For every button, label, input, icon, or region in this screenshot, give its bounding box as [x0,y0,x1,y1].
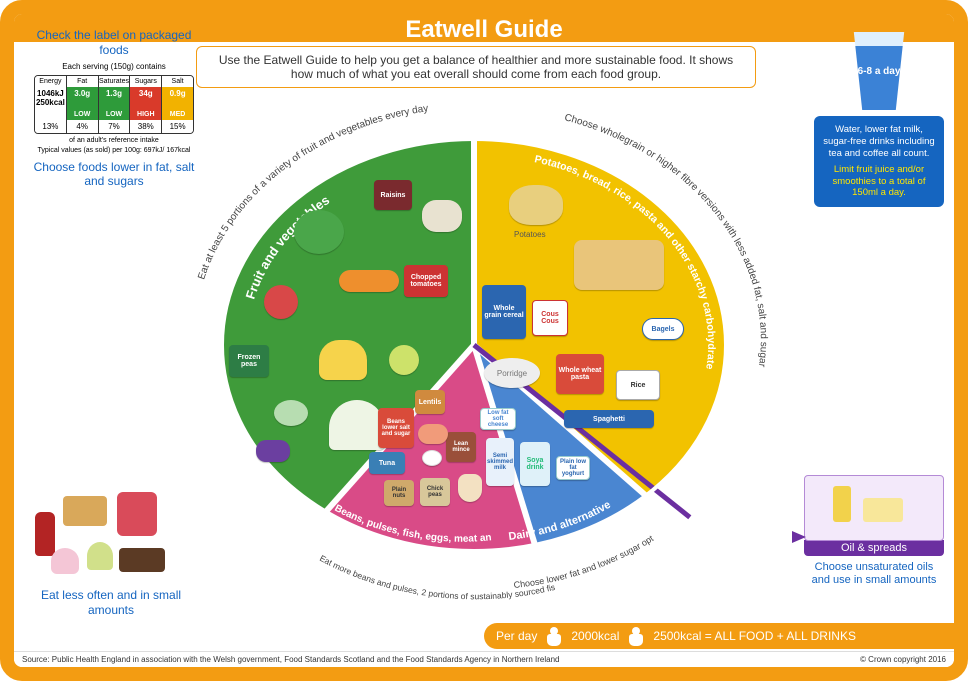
oils-label: Oil & spreads [804,540,944,556]
food-chicken [458,474,482,502]
treat-crisps-icon [117,492,157,536]
subtitle: Use the Eatwell Guide to help you get a … [196,46,756,88]
eatwell-guide-page: Eatwell Guide Use the Eatwell Guide to h… [0,0,968,681]
food-milk: Semi skimmed milk [486,438,514,486]
footer-source: Source: Public Health England in associa… [22,655,560,664]
oils-arrow-icon [792,531,806,543]
water-text: Water, lower fat milk, sugar-free drinks… [822,124,936,160]
food-bananas [319,340,367,380]
food-bread [574,240,664,290]
food-grapes [256,440,290,462]
food-soya: Soya drink [520,442,550,486]
food-wholewheat-pasta: Whole wheat pasta [556,354,604,394]
treat-sauce-icon [35,512,55,556]
oils-area: Oil & spreads Choose unsaturated oils an… [804,475,944,587]
food-apple [389,345,419,375]
food-tuna: Tuna [369,452,405,474]
food-tomato [264,285,298,319]
food-salmon [418,424,448,444]
oils-msg: Choose unsaturated oils and use in small… [804,561,944,587]
treat-icons [31,482,191,582]
food-soft-cheese: Low fat soft cheese [480,408,516,430]
oils-box [804,475,944,541]
food-chopped-tomatoes: Chopped tomatoes [404,265,448,297]
kcal-perday: Per day [496,629,537,643]
water-box: Water, lower fat milk, sugar-free drinks… [814,116,944,207]
food-cabbage [294,210,344,254]
food-porridge: Porridge [484,358,540,388]
food-potatoes-label: Potatoes [512,228,548,241]
treat-icecream-icon [51,548,79,574]
treat-biscuits-icon [63,496,107,526]
food-leeks [329,400,385,450]
nutrition-columns: Energy Fat Saturates Sugars Salt [35,76,193,87]
kcal-band: Per day 2000kcal 2500kcal = ALL FOOD + A… [484,623,954,649]
food-wholegrain-cereal: Whole grain cereal [482,285,526,339]
kcal-female: 2000kcal [571,629,619,643]
water-badge: 6-8 a day [849,66,909,77]
water-limit: Limit fruit juice and/or smoothies to a … [822,164,936,200]
food-lentils: Lentils [415,390,445,414]
male-icon [629,627,643,645]
oil-bottle-icon [833,486,851,522]
kcal-male: 2500kcal = ALL FOOD + ALL DRINKS [653,629,856,643]
food-spaghetti: Spaghetti [564,410,654,428]
food-couscous: Cous Cous [532,300,568,336]
food-yoghurt: Plain low fat yoghurt [556,456,590,480]
food-cauliflower [274,400,308,426]
food-carrots [339,270,399,292]
food-mince: Lean mince [446,432,476,462]
eatwell-plate: Fruit and vegetables Potatoes, bread, ri… [164,90,784,600]
treat-cupcake-icon [87,542,113,570]
food-potatoes [509,185,563,225]
food-raisins: Raisins [374,180,412,210]
water-glass-icon: 6-8 a day [849,32,909,110]
food-nuts: Plain nuts [384,480,414,506]
spread-tub-icon [863,498,903,522]
food-eggs [422,450,442,466]
food-beans: Beans lower salt and sugar [378,408,414,448]
footer-copyright: © Crown copyright 2016 [860,655,946,664]
treat-chocolate-icon [119,548,165,572]
treats-area: Eat less often and in small amounts [26,482,196,617]
food-mushrooms [422,200,462,232]
nutrition-heading: Check the label on packaged foods [24,28,204,58]
treats-heading: Eat less often and in small amounts [26,588,196,617]
food-bagels: Bagels [642,318,684,340]
food-rice: Rice [616,370,660,400]
female-icon [547,627,561,645]
nutrition-serving: Each serving (150g) contains [24,62,204,71]
food-frozen-peas: Frozen peas [229,345,269,377]
water-area: 6-8 a day Water, lower fat milk, sugar-f… [814,32,944,207]
footer: Source: Public Health England in associa… [14,651,954,667]
food-chickpeas: Chick peas [420,478,450,506]
